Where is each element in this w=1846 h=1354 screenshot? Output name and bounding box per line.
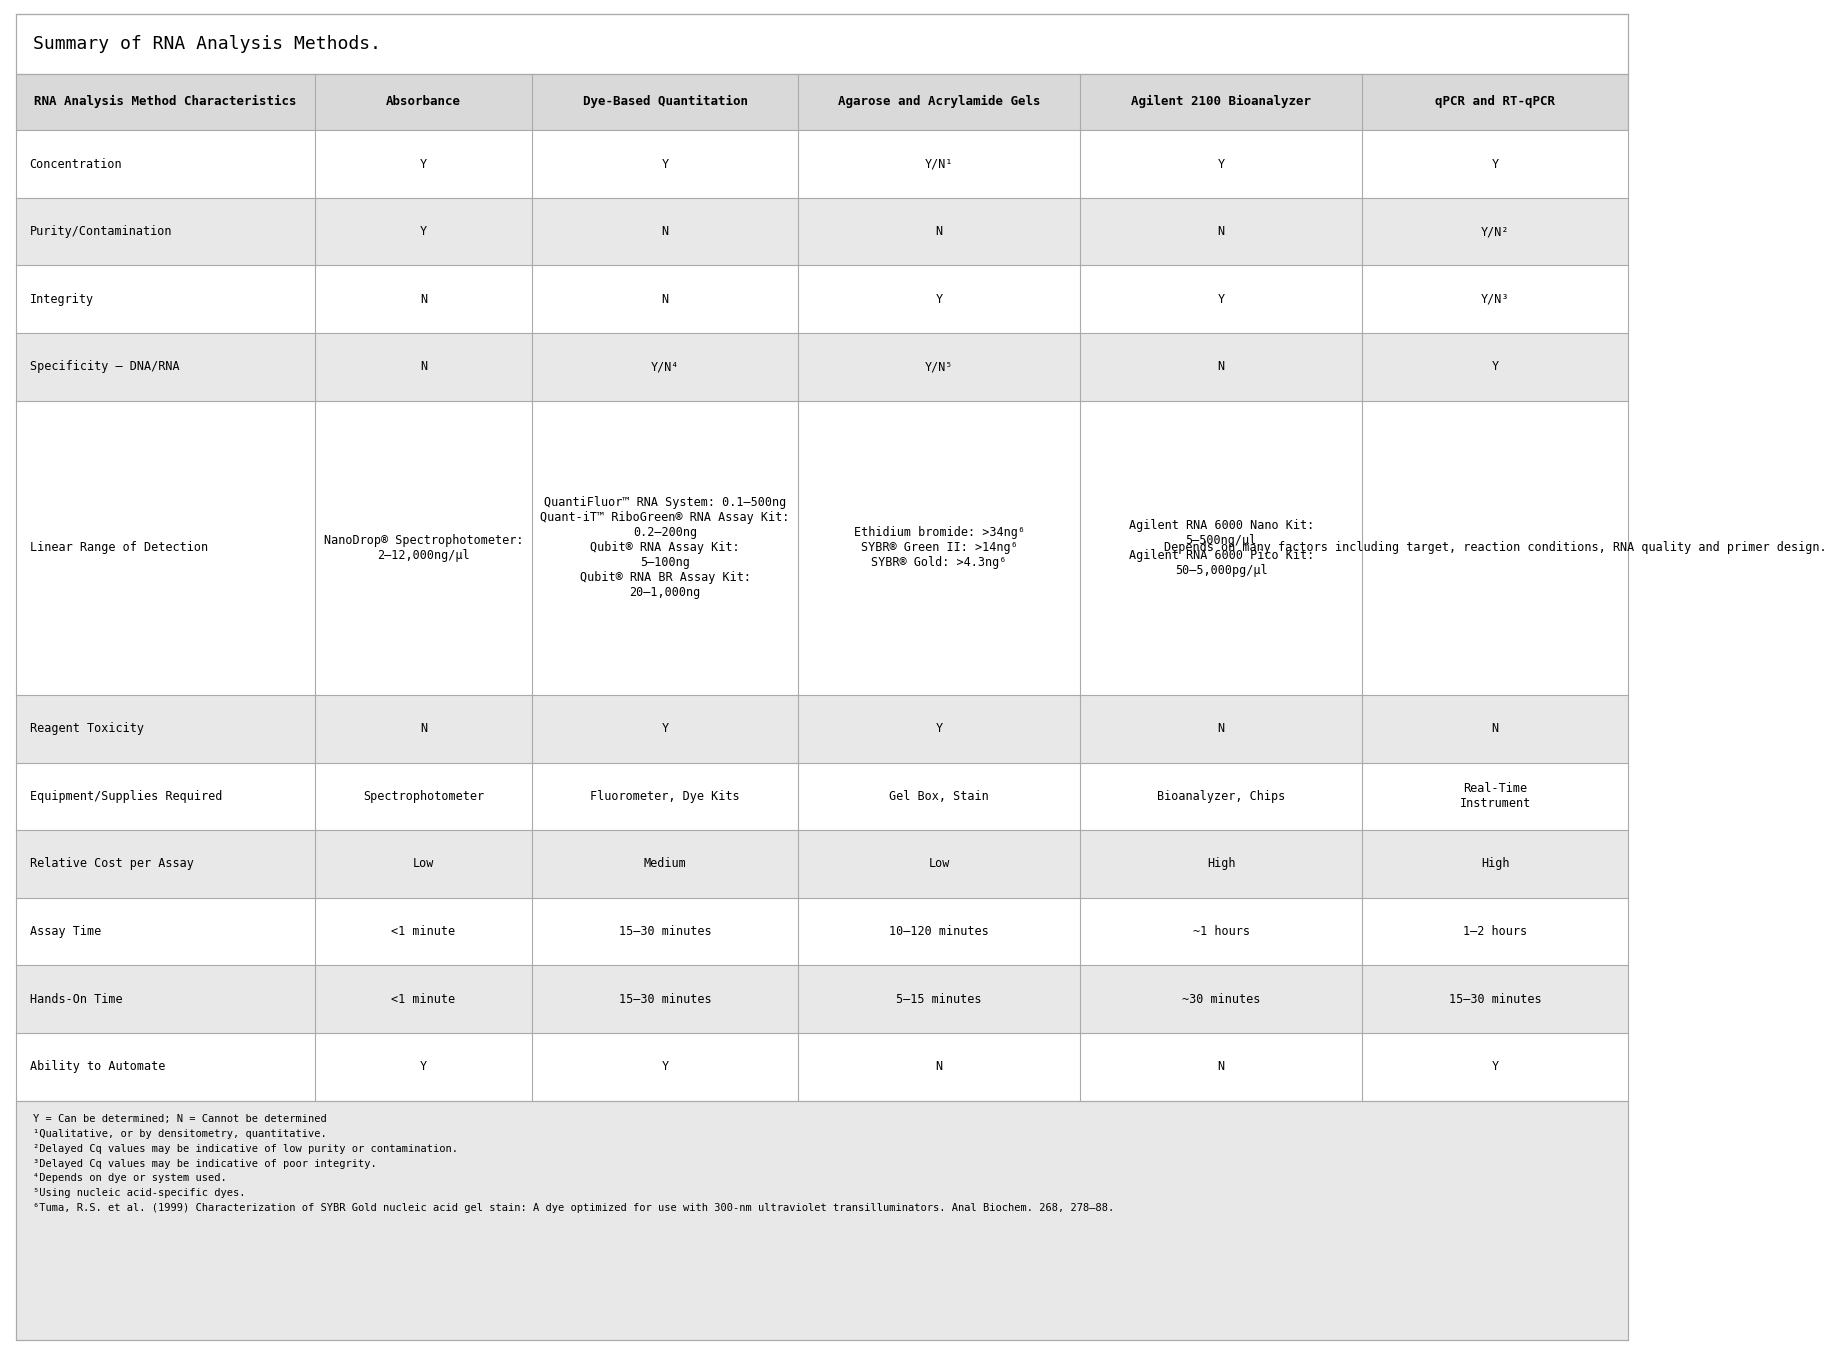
Text: Y: Y	[1492, 1060, 1499, 1074]
Text: Y: Y	[936, 292, 943, 306]
Text: N: N	[419, 292, 426, 306]
Text: N: N	[1218, 1060, 1224, 1074]
Text: Equipment/Supplies Required: Equipment/Supplies Required	[30, 789, 222, 803]
Text: 1–2 hours: 1–2 hours	[1464, 925, 1527, 938]
FancyBboxPatch shape	[17, 898, 1628, 965]
Text: 15–30 minutes: 15–30 minutes	[1449, 992, 1541, 1006]
Text: 10–120 minutes: 10–120 minutes	[890, 925, 989, 938]
Text: Ability to Automate: Ability to Automate	[30, 1060, 164, 1074]
Text: qPCR and RT-qPCR: qPCR and RT-qPCR	[1434, 95, 1554, 108]
FancyBboxPatch shape	[17, 1101, 1628, 1340]
Text: Concentration: Concentration	[30, 157, 122, 171]
FancyBboxPatch shape	[17, 14, 1628, 73]
Text: N: N	[661, 225, 668, 238]
Text: Fluorometer, Dye Kits: Fluorometer, Dye Kits	[591, 789, 740, 803]
Text: Y = Can be determined; N = Cannot be determined
¹Qualitative, or by densitometry: Y = Can be determined; N = Cannot be det…	[33, 1114, 1115, 1213]
Text: Y: Y	[1218, 292, 1224, 306]
Text: Dye-Based Quantitation: Dye-Based Quantitation	[583, 95, 748, 108]
FancyBboxPatch shape	[17, 762, 1628, 830]
Text: NanoDrop® Spectrophotometer:
2–12,000ng/μl: NanoDrop® Spectrophotometer: 2–12,000ng/…	[323, 533, 522, 562]
Text: N: N	[1492, 722, 1499, 735]
Text: 5–15 minutes: 5–15 minutes	[897, 992, 982, 1006]
Text: Y: Y	[419, 157, 426, 171]
Text: High: High	[1207, 857, 1235, 871]
FancyBboxPatch shape	[17, 1033, 1628, 1101]
Text: Specificity – DNA/RNA: Specificity – DNA/RNA	[30, 360, 179, 374]
Text: Y: Y	[419, 1060, 426, 1074]
Text: N: N	[936, 225, 943, 238]
FancyBboxPatch shape	[17, 965, 1628, 1033]
Text: Real-Time
Instrument: Real-Time Instrument	[1460, 783, 1530, 811]
Text: Ethidium bromide: >34ng⁶
SYBR® Green II: >14ng⁶
SYBR® Gold: >4.3ng⁶: Ethidium bromide: >34ng⁶ SYBR® Green II:…	[853, 527, 1025, 569]
Text: N: N	[419, 722, 426, 735]
Text: N: N	[1218, 225, 1224, 238]
Text: Y: Y	[1218, 157, 1224, 171]
Text: Y/N⁴: Y/N⁴	[652, 360, 679, 374]
Text: Assay Time: Assay Time	[30, 925, 102, 938]
Text: Y: Y	[1492, 360, 1499, 374]
Text: 15–30 minutes: 15–30 minutes	[618, 992, 711, 1006]
Text: Y: Y	[661, 157, 668, 171]
Text: N: N	[1218, 360, 1224, 374]
Text: Y: Y	[936, 722, 943, 735]
FancyBboxPatch shape	[17, 333, 1628, 401]
FancyBboxPatch shape	[17, 695, 1628, 762]
Text: RNA Analysis Method Characteristics: RNA Analysis Method Characteristics	[35, 95, 297, 108]
Text: Low: Low	[929, 857, 951, 871]
Text: <1 minute: <1 minute	[391, 925, 456, 938]
Text: ~1 hours: ~1 hours	[1193, 925, 1250, 938]
Text: <1 minute: <1 minute	[391, 992, 456, 1006]
Text: Depends on many factors including target, reaction conditions, RNA quality and p: Depends on many factors including target…	[1165, 542, 1826, 554]
FancyBboxPatch shape	[17, 73, 1628, 130]
Text: N: N	[661, 292, 668, 306]
Text: Purity/Contamination: Purity/Contamination	[30, 225, 172, 238]
Text: Reagent Toxicity: Reagent Toxicity	[30, 722, 144, 735]
Text: Relative Cost per Assay: Relative Cost per Assay	[30, 857, 194, 871]
Text: Low: Low	[414, 857, 434, 871]
Text: Y: Y	[661, 722, 668, 735]
Text: Bioanalyzer, Chips: Bioanalyzer, Chips	[1157, 789, 1285, 803]
Text: Spectrophotometer: Spectrophotometer	[364, 789, 484, 803]
Text: Agilent 2100 Bioanalyzer: Agilent 2100 Bioanalyzer	[1132, 95, 1311, 108]
Text: Y: Y	[661, 1060, 668, 1074]
Text: ~30 minutes: ~30 minutes	[1181, 992, 1261, 1006]
FancyBboxPatch shape	[17, 401, 1628, 695]
Text: Summary of RNA Analysis Methods.: Summary of RNA Analysis Methods.	[33, 34, 380, 53]
Text: Gel Box, Stain: Gel Box, Stain	[890, 789, 989, 803]
Text: N: N	[936, 1060, 943, 1074]
FancyBboxPatch shape	[17, 130, 1628, 198]
Text: N: N	[419, 360, 426, 374]
Text: Agarose and Acrylamide Gels: Agarose and Acrylamide Gels	[838, 95, 1041, 108]
Text: QuantiFluor™ RNA System: 0.1–500ng
Quant-iT™ RiboGreen® RNA Assay Kit:
0.2–200ng: QuantiFluor™ RNA System: 0.1–500ng Quant…	[541, 497, 790, 600]
FancyBboxPatch shape	[17, 830, 1628, 898]
FancyBboxPatch shape	[17, 265, 1628, 333]
Text: Agilent RNA 6000 Nano Kit:
5–500ng/μl
Agilent RNA 6000 Pico Kit:
50–5,000pg/μl: Agilent RNA 6000 Nano Kit: 5–500ng/μl Ag…	[1128, 519, 1314, 577]
Text: Absorbance: Absorbance	[386, 95, 462, 108]
Text: Y/N⁵: Y/N⁵	[925, 360, 953, 374]
Text: Medium: Medium	[644, 857, 687, 871]
Text: Y: Y	[419, 225, 426, 238]
Text: High: High	[1480, 857, 1510, 871]
Text: Y/N¹: Y/N¹	[925, 157, 953, 171]
Text: Integrity: Integrity	[30, 292, 94, 306]
Text: Y/N²: Y/N²	[1480, 225, 1510, 238]
Text: Y/N³: Y/N³	[1480, 292, 1510, 306]
Text: Linear Range of Detection: Linear Range of Detection	[30, 542, 209, 554]
FancyBboxPatch shape	[17, 198, 1628, 265]
Text: Y: Y	[1492, 157, 1499, 171]
Text: N: N	[1218, 722, 1224, 735]
Text: Hands-On Time: Hands-On Time	[30, 992, 122, 1006]
Text: 15–30 minutes: 15–30 minutes	[618, 925, 711, 938]
